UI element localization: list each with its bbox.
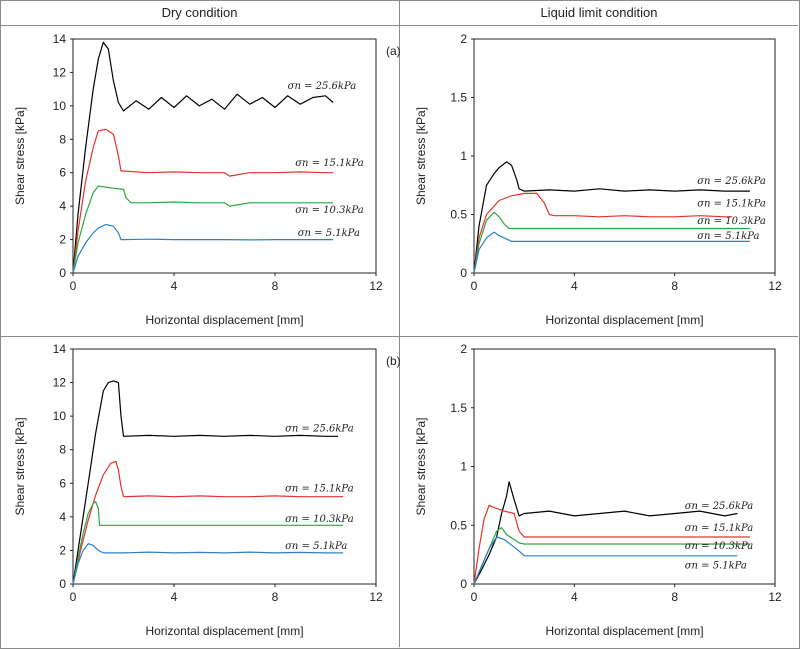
- annotation-label-1: σn = 15.1kPa: [685, 523, 754, 534]
- series-line-0: [473, 161, 750, 274]
- x-axis-label: Horizontal displacement [mm]: [145, 313, 303, 327]
- annotation-label-2: σn = 10.3kPa: [285, 514, 354, 525]
- plot-area: [72, 38, 377, 274]
- x-tick-label: 8: [272, 590, 279, 604]
- x-tick-label: 12: [768, 590, 782, 604]
- series-line-0: [72, 380, 339, 585]
- annotation-label-2: σn = 10.3kPa: [685, 541, 754, 552]
- y-tick-label: 0.5: [450, 518, 467, 532]
- series-line-1: [473, 192, 733, 274]
- plot-area: [72, 348, 377, 585]
- annotation-label-3: σn = 5.1kPa: [298, 228, 360, 239]
- series-line-3: [72, 223, 334, 274]
- y-tick-label: 6: [59, 476, 66, 490]
- x-tick-label: 12: [768, 279, 782, 293]
- annotation-label-0: σn = 25.6kPa: [288, 81, 357, 92]
- series-line-1: [72, 128, 334, 274]
- header-liquid-limit-condition: Liquid limit condition: [540, 5, 658, 20]
- x-tick-label: 4: [171, 279, 178, 293]
- column-divider: [399, 0, 400, 647]
- chart-panel-0: 0 2 4 6 8 10 12 14 0 4 8 12 Horizontal displacement …: [13, 32, 383, 327]
- series-line-0: [72, 41, 334, 274]
- annotation-label-1: σn = 15.1kPa: [295, 158, 364, 169]
- y-tick-label: 1: [460, 149, 467, 163]
- y-tick-label: 2: [59, 543, 66, 557]
- x-tick-label: 12: [369, 279, 383, 293]
- y-tick-label: 14: [53, 32, 67, 46]
- x-tick-label: 0: [70, 590, 77, 604]
- series-line-1: [72, 460, 344, 585]
- x-axis-label: Horizontal displacement [mm]: [145, 624, 303, 638]
- y-tick-label: 12: [53, 376, 67, 390]
- y-axis-label: Shear stress [kPa]: [414, 417, 428, 515]
- series-line-3: [72, 543, 344, 585]
- y-tick-label: 10: [53, 99, 67, 113]
- y-tick-label: 2: [460, 342, 467, 356]
- y-tick-label: 8: [59, 443, 66, 457]
- y-tick-label: 8: [59, 132, 66, 146]
- y-tick-label: 0: [460, 577, 467, 591]
- y-tick-label: 1: [460, 460, 467, 474]
- y-tick-label: 1.5: [450, 401, 467, 415]
- series-line-2: [473, 211, 750, 274]
- row-divider: [0, 336, 798, 337]
- y-tick-label: 2: [59, 233, 66, 247]
- y-tick-label: 6: [59, 166, 66, 180]
- annotation-label-3: σn = 5.1kPa: [285, 541, 347, 552]
- annotation-label-2: σn = 10.3kPa: [697, 216, 766, 227]
- y-tick-label: 0: [59, 266, 66, 280]
- x-tick-label: 4: [171, 590, 178, 604]
- y-tick-label: 1.5: [450, 91, 467, 105]
- y-tick-label: 0.5: [450, 208, 467, 222]
- annotation-label-1: σn = 15.1kPa: [285, 484, 354, 495]
- series-line-3: [473, 536, 738, 585]
- y-tick-label: 4: [59, 199, 66, 213]
- y-tick-label: 14: [53, 342, 67, 356]
- y-axis-label: Shear stress [kPa]: [414, 107, 428, 205]
- annotation-label-0: σn = 25.6kPa: [685, 501, 754, 512]
- y-tick-label: 2: [460, 32, 467, 46]
- annotation-label-2: σn = 10.3kPa: [295, 205, 364, 216]
- x-tick-label: 8: [671, 590, 678, 604]
- annotation-label-3: σn = 5.1kPa: [697, 231, 759, 242]
- series-line-3: [473, 231, 750, 274]
- chart-panel-2: 0 2 4 6 8 10 12 14 0 4 8 12 Horizontal displacement …: [13, 342, 383, 638]
- series-line-1: [473, 504, 750, 585]
- series-line-2: [72, 185, 334, 274]
- x-tick-label: 0: [471, 279, 478, 293]
- y-tick-label: 12: [53, 65, 67, 79]
- y-tick-label: 0: [460, 266, 467, 280]
- x-tick-label: 8: [671, 279, 678, 293]
- chart-panel-1: 0 0.5 1 1.5 2 0 4 8 12 Horizontal displacement [m…: [414, 32, 782, 327]
- y-tick-label: 10: [53, 409, 67, 423]
- panel-label-b: (b): [386, 354, 401, 368]
- x-axis-label: Horizontal displacement [mm]: [545, 624, 703, 638]
- x-tick-label: 4: [571, 279, 578, 293]
- x-tick-label: 0: [471, 590, 478, 604]
- x-tick-label: 12: [369, 590, 383, 604]
- panel-label-a: (a): [386, 44, 401, 58]
- chart-panel-3: 0 0.5 1 1.5 2 0 4 8 12 Horizontal displacement [m…: [414, 342, 782, 638]
- series-line-2: [473, 527, 750, 585]
- y-axis-label: Shear stress [kPa]: [13, 417, 27, 515]
- header-dry-condition: Dry condition: [161, 5, 238, 20]
- x-axis-label: Horizontal displacement [mm]: [545, 313, 703, 327]
- x-tick-label: 4: [571, 590, 578, 604]
- y-tick-label: 0: [59, 577, 66, 591]
- annotation-label-1: σn = 15.1kPa: [697, 198, 766, 209]
- annotation-label-0: σn = 25.6kPa: [697, 176, 766, 187]
- y-axis-label: Shear stress [kPa]: [13, 107, 27, 205]
- annotation-label-3: σn = 5.1kPa: [685, 561, 747, 572]
- annotation-label-0: σn = 25.6kPa: [285, 423, 354, 434]
- x-tick-label: 8: [272, 279, 279, 293]
- y-tick-label: 4: [59, 510, 66, 524]
- x-tick-label: 0: [70, 279, 77, 293]
- series-line-2: [72, 501, 344, 585]
